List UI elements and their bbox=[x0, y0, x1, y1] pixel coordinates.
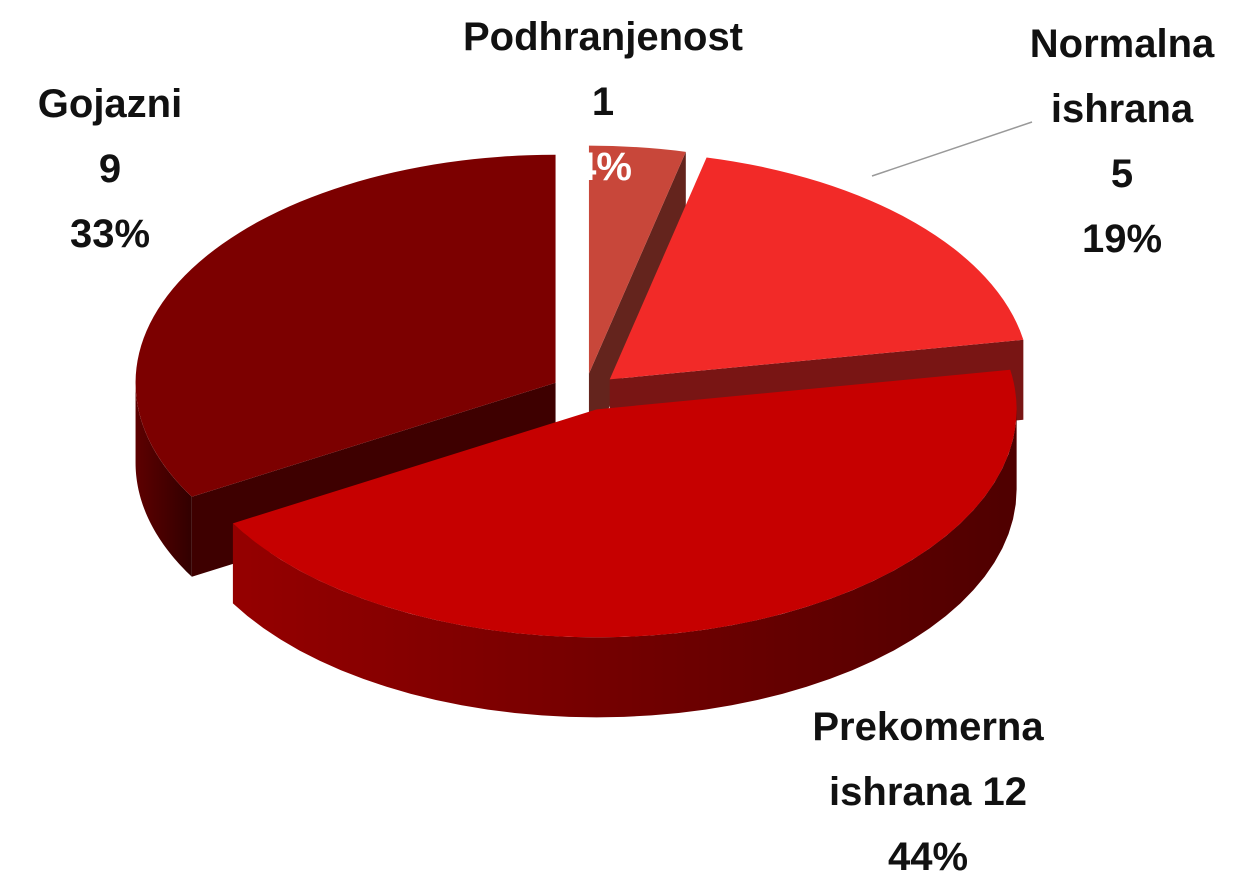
slice-edge bbox=[232, 409, 1017, 718]
count-label: 9 bbox=[98, 147, 122, 191]
label-line: Prekomerna ishrana 12 bbox=[788, 695, 1068, 825]
category-name: Prekomerna ishrana bbox=[812, 705, 1044, 814]
count-label: 5 bbox=[1110, 152, 1134, 196]
category-name: Gojazni bbox=[37, 82, 183, 126]
percent-label: 19% bbox=[1081, 217, 1163, 261]
data-label: Normalna ishrana 5 19% bbox=[1012, 12, 1232, 272]
percent-label: 33% bbox=[69, 212, 151, 256]
category-name: Podhranjenost bbox=[462, 15, 744, 59]
slice bbox=[232, 369, 1017, 718]
slice-edge bbox=[135, 382, 192, 577]
slice-top bbox=[609, 157, 1024, 380]
data-label: Podhranjenost 1 4% bbox=[433, 5, 773, 200]
count-label: 12 bbox=[982, 770, 1027, 814]
label-line: Podhranjenost bbox=[433, 5, 773, 70]
data-label: Prekomerna ishrana 12 44% bbox=[788, 695, 1068, 876]
leader-line bbox=[871, 121, 1033, 177]
count-label: 1 bbox=[591, 80, 615, 124]
label-line: Normalna ishrana bbox=[1012, 12, 1232, 142]
slice-top bbox=[135, 154, 556, 497]
slice-top bbox=[232, 369, 1017, 638]
percent-label: 44% bbox=[887, 835, 969, 876]
data-label: Gojazni 9 33% bbox=[0, 72, 220, 267]
slice-top bbox=[588, 145, 686, 374]
percent-label: 4% bbox=[574, 145, 632, 189]
category-name: Normalna ishrana bbox=[1029, 22, 1215, 131]
label-line: Gojazni bbox=[0, 72, 220, 137]
